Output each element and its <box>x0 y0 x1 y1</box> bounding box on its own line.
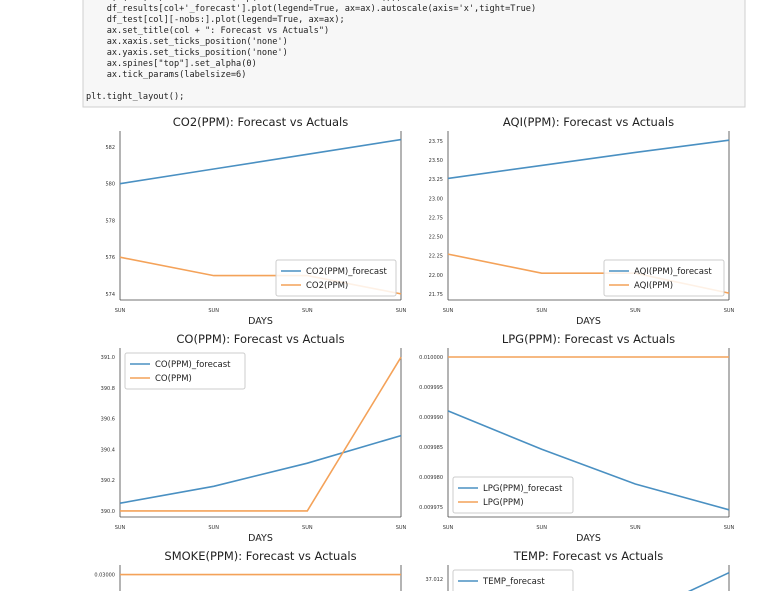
y-tick-label: 22.50 <box>429 235 443 241</box>
code-line: ax.tick_params(labelsize=6) <box>86 70 246 80</box>
code-line: ax.yaxis.set_ticks_position('none') <box>86 48 288 58</box>
x-tick-label: SUN <box>208 525 219 531</box>
legend-box <box>452 476 574 514</box>
legend-label: AQI(PPM)_forecast <box>634 267 712 277</box>
y-tick-label: 578 <box>105 218 115 224</box>
x-tick-label: SUN <box>208 308 219 314</box>
code-line: df_results[col+'_forecast'].plot(legend=… <box>86 4 536 14</box>
x-tick-label: SUN <box>115 525 126 531</box>
x-tick-label: SUN <box>630 525 641 531</box>
y-tick-label: 0.010000 <box>419 355 443 361</box>
y-tick-label: 23.75 <box>429 139 443 145</box>
legend-box <box>124 352 246 390</box>
x-tick-label: SUN <box>536 308 547 314</box>
y-tick-label: 574 <box>105 292 115 298</box>
y-tick-label: 37.012 <box>426 577 444 583</box>
x-tick-label: SUN <box>396 525 407 531</box>
chart-title: CO(PPM): Forecast vs Actuals <box>176 332 344 346</box>
legend-label: CO2(PPM) <box>306 281 348 291</box>
x-axis-label: DAYS <box>248 533 273 544</box>
y-tick-label: 0.009995 <box>419 385 443 391</box>
x-tick-label: SUN <box>724 308 735 314</box>
legend-label: AQI(PPM) <box>634 281 673 291</box>
chart-title: CO2(PPM): Forecast vs Actuals <box>173 115 348 129</box>
y-tick-label: 576 <box>105 255 115 261</box>
x-tick-label: SUN <box>630 308 641 314</box>
code-line: df_test[col][-nobs:].plot(legend=True, a… <box>86 15 345 25</box>
y-tick-label: 0.009990 <box>419 415 443 421</box>
y-tick-label: 23.50 <box>429 158 443 164</box>
series-line <box>447 139 730 180</box>
x-axis-label: DAYS <box>248 316 273 327</box>
series-line <box>120 356 402 512</box>
legend-box <box>603 259 725 297</box>
legend-label: CO(PPM)_forecast <box>155 360 231 370</box>
code-line: ax.spines["top"].set_alpha(0) <box>86 59 257 69</box>
y-tick-label: 0.009985 <box>419 445 443 451</box>
x-tick-label: SUN <box>115 308 126 314</box>
legend-label: TEMP_forecast <box>482 577 545 587</box>
legend-label: LPG(PPM) <box>483 498 524 508</box>
x-tick-label: SUN <box>396 308 407 314</box>
series-line <box>119 434 402 504</box>
legend-box <box>275 259 397 297</box>
code-line: ax.set_title(col + ": Forecast vs Actual… <box>86 26 329 36</box>
code-line: plt.tight_layout(); <box>86 92 184 102</box>
chart-title: TEMP: Forecast vs Actuals <box>513 549 663 563</box>
y-tick-label: 390.2 <box>101 478 115 484</box>
code-cell <box>82 0 746 108</box>
y-tick-label: 390.6 <box>101 417 115 423</box>
y-tick-label: 23.00 <box>429 196 443 202</box>
x-tick-label: SUN <box>536 525 547 531</box>
x-axis-label: DAYS <box>576 316 601 327</box>
y-tick-label: 390.4 <box>101 447 115 453</box>
x-tick-label: SUN <box>724 525 735 531</box>
y-tick-label: 390.8 <box>101 386 115 392</box>
series-line <box>119 138 402 185</box>
y-tick-label: 582 <box>105 145 115 151</box>
x-tick-label: SUN <box>443 525 454 531</box>
legend-label: CO(PPM) <box>155 374 192 384</box>
x-tick-label: SUN <box>443 308 454 314</box>
y-tick-label: 580 <box>105 182 115 188</box>
y-tick-label: 0.009975 <box>419 505 443 511</box>
y-tick-label: 391.0 <box>101 355 115 361</box>
series-line <box>447 410 730 511</box>
y-tick-label: 390.0 <box>101 509 115 515</box>
y-tick-label: 22.75 <box>429 215 443 221</box>
y-tick-label: 22.00 <box>429 273 443 279</box>
y-tick-label: 0.009980 <box>419 475 443 481</box>
x-tick-label: SUN <box>302 308 313 314</box>
legend-label: LPG(PPM)_forecast <box>483 484 563 494</box>
y-tick-label: 21.75 <box>429 292 443 298</box>
legend-box <box>452 569 574 591</box>
y-tick-label: 0.03000 <box>94 573 115 579</box>
x-axis-label: DAYS <box>576 533 601 544</box>
chart-title: SMOKE(PPM): Forecast vs Actuals <box>164 549 356 563</box>
y-tick-label: 23.25 <box>429 177 443 183</box>
code-line: for i, (col,ax) in enumerate(zip(df.colu… <box>86 0 407 3</box>
code-line: ax.xaxis.set_ticks_position('none') <box>86 37 288 47</box>
y-tick-label: 22.25 <box>429 254 443 260</box>
chart-title: AQI(PPM): Forecast vs Actuals <box>503 115 674 129</box>
chart-title: LPG(PPM): Forecast vs Actuals <box>502 332 675 346</box>
legend-label: CO2(PPM)_forecast <box>306 267 388 277</box>
x-tick-label: SUN <box>302 525 313 531</box>
